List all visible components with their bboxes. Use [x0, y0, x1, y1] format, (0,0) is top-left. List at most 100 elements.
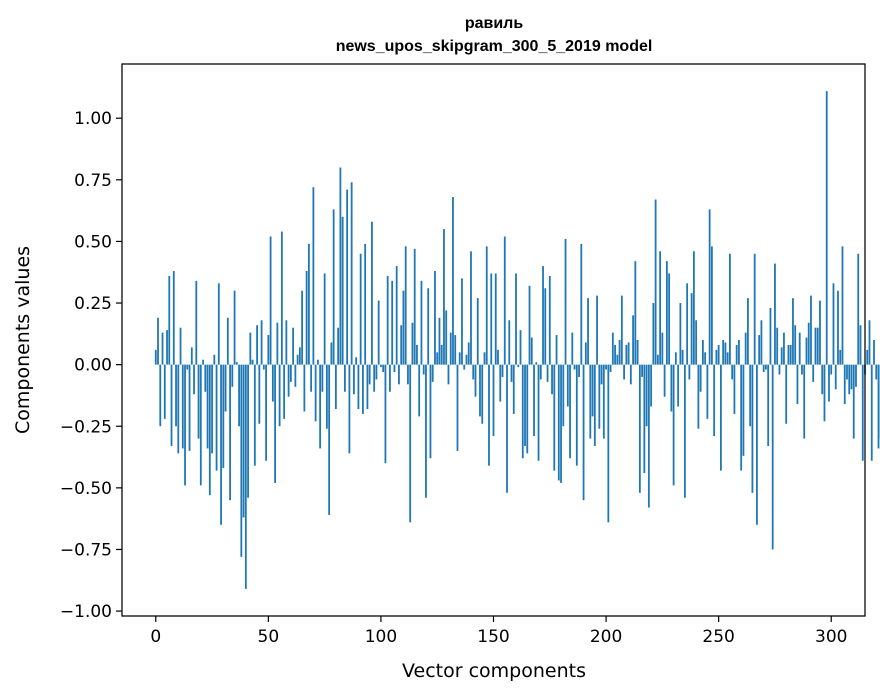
y-tick-label: 0.00	[74, 356, 112, 376]
bar-81	[337, 327, 340, 365]
bar-41	[247, 364, 249, 498]
bar-193	[589, 364, 592, 439]
x-tick-label: 250	[702, 627, 734, 647]
bar-164	[524, 364, 526, 446]
bar-85	[346, 189, 349, 365]
bar-40	[244, 364, 247, 589]
bar-4	[163, 364, 166, 419]
bar-77	[328, 364, 331, 515]
plot-frame	[121, 63, 866, 617]
bar-275	[774, 263, 776, 365]
bar-68	[307, 243, 310, 365]
bar-123	[431, 364, 434, 382]
bar-312	[857, 253, 860, 365]
bar-121	[427, 288, 430, 365]
bar-88	[353, 364, 355, 395]
bar-190	[582, 364, 585, 501]
bar-60	[289, 364, 292, 382]
bar-252	[722, 340, 725, 365]
bar-131	[449, 332, 452, 365]
bar-30	[222, 364, 225, 469]
bar-202	[609, 364, 612, 373]
bar-320	[875, 364, 878, 380]
bar-227	[665, 261, 668, 365]
bar-272	[767, 364, 770, 446]
bar-144	[479, 364, 481, 417]
bar-229	[670, 364, 673, 412]
bar-162	[519, 330, 522, 365]
bar-147	[485, 246, 488, 365]
bar-50	[267, 335, 270, 365]
bar-271	[765, 364, 767, 370]
bar-16	[190, 347, 193, 365]
bar-39	[242, 364, 245, 518]
bar-301	[832, 283, 835, 365]
bar-35	[233, 290, 236, 365]
bar-292	[812, 364, 815, 382]
bar-242	[699, 364, 702, 392]
bar-161	[517, 364, 520, 368]
bar-283	[792, 298, 794, 365]
bar-294	[816, 327, 819, 365]
bar-237	[688, 364, 691, 380]
bar-200	[605, 364, 607, 370]
bar-15	[188, 364, 191, 451]
bar-289	[805, 337, 808, 365]
bar-311	[855, 364, 857, 387]
bar-307	[846, 364, 848, 380]
bar-256	[731, 364, 734, 380]
bar-52	[271, 364, 274, 402]
x-tick-label: 0	[150, 627, 161, 647]
bar-83	[341, 216, 344, 365]
bar-49	[265, 364, 267, 461]
bar-22	[204, 364, 207, 392]
bar-185	[571, 332, 574, 365]
bar-285	[796, 364, 799, 405]
bar-152	[497, 349, 499, 365]
bar-217	[643, 364, 646, 474]
bar-173	[544, 288, 547, 365]
bar-142	[474, 364, 477, 397]
bar-145	[481, 364, 484, 424]
bar-106	[393, 364, 396, 373]
bar-137	[463, 364, 466, 370]
bar-36	[235, 362, 238, 365]
bar-18	[195, 280, 198, 365]
bar-87	[350, 182, 353, 365]
bar-300	[830, 364, 833, 375]
bar-109	[400, 325, 403, 365]
bar-43	[251, 359, 254, 365]
bar-146	[483, 352, 486, 365]
bar-62	[294, 364, 297, 387]
bar-27	[215, 364, 218, 471]
bar-269	[760, 320, 763, 365]
bar-228	[668, 273, 671, 365]
bar-54	[276, 322, 279, 365]
x-tick-label: 200	[590, 627, 622, 647]
bar-160	[515, 273, 517, 365]
bar-24	[208, 364, 211, 496]
bar-317	[868, 320, 871, 365]
bar-253	[724, 342, 727, 365]
bar-208	[623, 364, 625, 380]
bar-71	[314, 364, 317, 422]
bar-149	[490, 273, 493, 365]
bar-80	[334, 364, 337, 409]
x-tick-label: 150	[477, 627, 509, 647]
bar-84	[344, 364, 346, 392]
bar-207	[620, 295, 623, 365]
bar-75	[323, 273, 326, 365]
bar-103	[386, 275, 389, 365]
bar-196	[596, 295, 598, 365]
bar-48	[262, 364, 265, 370]
bar-56	[280, 231, 283, 365]
x-tick-label: 50	[258, 627, 280, 647]
bar-126	[438, 317, 441, 365]
bar-305	[841, 246, 844, 365]
bar-181	[562, 364, 565, 427]
bar-291	[810, 295, 812, 365]
bar-248	[713, 364, 716, 437]
bar-19	[197, 364, 200, 439]
bar-232	[677, 364, 680, 407]
bar-1	[157, 317, 159, 365]
